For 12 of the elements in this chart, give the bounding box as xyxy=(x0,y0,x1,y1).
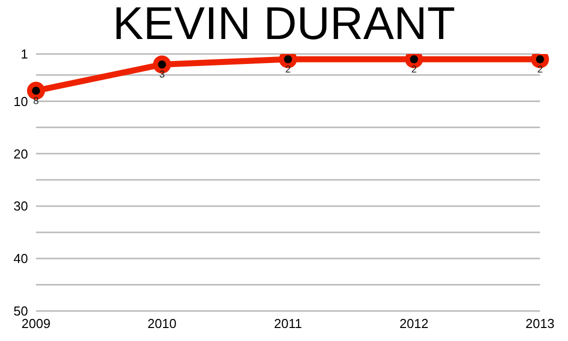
x-tick-label: 2013 xyxy=(526,316,554,332)
chart-title: KEVIN DURANT xyxy=(112,0,456,49)
y-tick-label: 30 xyxy=(14,198,28,214)
x-tick-label: 2011 xyxy=(274,316,302,332)
y-tick-label: 10 xyxy=(14,94,28,109)
y-tick-label: 40 xyxy=(14,251,28,266)
y-tick-label: 50 xyxy=(14,304,28,319)
y-tick-label: 20 xyxy=(14,146,28,162)
y-tick-label: 1 xyxy=(20,46,28,62)
x-tick-label: 2010 xyxy=(148,316,176,332)
x-tick-label: 2009 xyxy=(22,316,50,332)
x-tick-label: 2012 xyxy=(400,316,428,332)
